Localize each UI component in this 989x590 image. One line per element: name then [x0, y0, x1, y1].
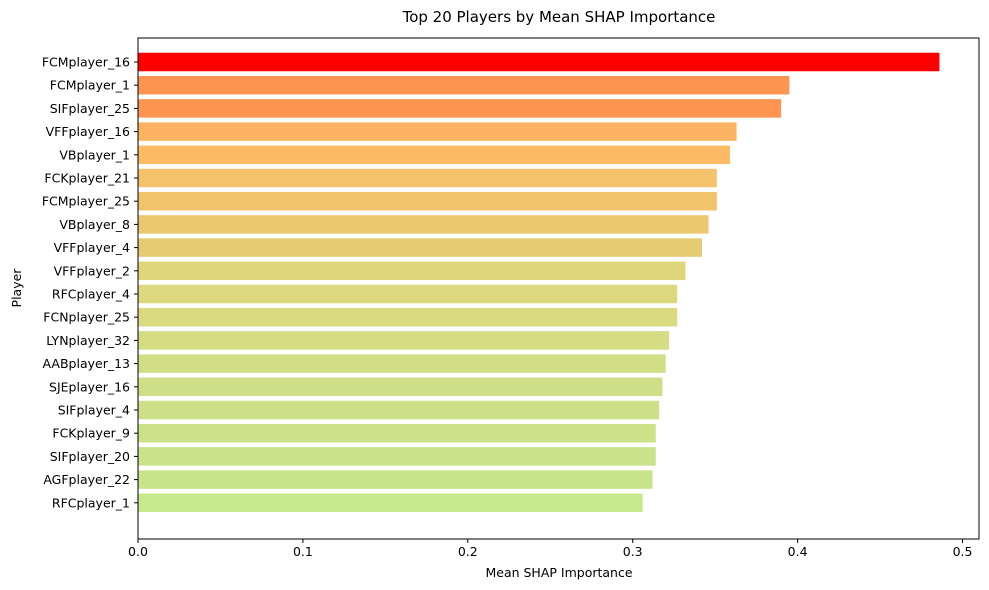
x-axis-label: Mean SHAP Importance [485, 565, 632, 580]
y-tick-label: FCMplayer_1 [50, 78, 130, 93]
y-tick-label: AGFplayer_22 [43, 472, 130, 487]
bar-AABplayer_13 [138, 354, 666, 373]
bar-LYNplayer_32 [138, 331, 669, 350]
y-tick-label: VFFplayer_16 [46, 124, 130, 139]
bars-group [138, 52, 940, 513]
y-tick-label: FCKplayer_21 [44, 171, 130, 186]
bar-SIFplayer_25 [138, 99, 782, 118]
bar-VFFplayer_4 [138, 238, 702, 257]
y-tick-label: SIFplayer_4 [58, 403, 130, 418]
y-tick-label: RFCplayer_4 [52, 287, 130, 302]
y-tick-label: RFCplayer_1 [52, 495, 130, 510]
bar-SIFplayer_4 [138, 400, 660, 420]
bar-FCMplayer_25 [138, 191, 717, 211]
bar-VFFplayer_16 [138, 122, 737, 141]
x-tick-label: 0.5 [953, 544, 973, 559]
y-tick-label: VFFplayer_4 [54, 240, 130, 255]
x-tick-labels: 0.0 0.1 0.2 0.3 0.4 0.5 [128, 539, 972, 559]
bar-RFCplayer_4 [138, 284, 678, 304]
y-tick-label: FCKplayer_9 [52, 426, 130, 441]
y-tick-label: VBplayer_8 [59, 217, 130, 232]
y-tick-label: LYNplayer_32 [46, 333, 130, 348]
y-tick-label: AABplayer_13 [43, 356, 130, 371]
bar-SJEplayer_16 [138, 377, 663, 397]
x-tick-label: 0.2 [458, 544, 478, 559]
y-tick-label: VFFplayer_2 [54, 263, 130, 278]
bar-SIFplayer_20 [138, 447, 656, 466]
bar-FCKplayer_21 [138, 168, 717, 188]
x-tick-label: 0.4 [788, 544, 808, 559]
bar-VBplayer_1 [138, 145, 730, 165]
chart-title: Top 20 Players by Mean SHAP Importance [402, 8, 716, 26]
y-tick-label: FCMplayer_25 [42, 194, 130, 209]
x-tick-label: 0.3 [623, 544, 643, 559]
y-tick-label: SJEplayer_16 [49, 379, 130, 394]
y-axis-label: Player [9, 268, 24, 308]
y-tick-label: FCMplayer_16 [42, 55, 130, 70]
y-tick-label: SIFplayer_25 [50, 101, 130, 116]
bar-FCKplayer_9 [138, 423, 656, 443]
y-tick-label: FCNplayer_25 [43, 310, 130, 325]
bar-FCMplayer_16 [138, 52, 940, 72]
bar-FCNplayer_25 [138, 307, 678, 327]
bar-AGFplayer_22 [138, 470, 653, 489]
bar-VFFplayer_2 [138, 261, 686, 281]
x-tick-label: 0.1 [293, 544, 313, 559]
y-tick-label: SIFplayer_20 [50, 449, 130, 464]
y-tick-labels: FCMplayer_16 FCMplayer_1 SIFplayer_25 VFFpl… [42, 55, 138, 510]
plot-frame [137, 37, 980, 540]
y-tick-label: VBplayer_1 [59, 147, 130, 162]
bar-VBplayer_8 [138, 215, 709, 234]
bar-FCMplayer_1 [138, 75, 790, 95]
x-tick-label: 0.0 [128, 544, 148, 559]
bar-RFCplayer_1 [138, 493, 643, 513]
